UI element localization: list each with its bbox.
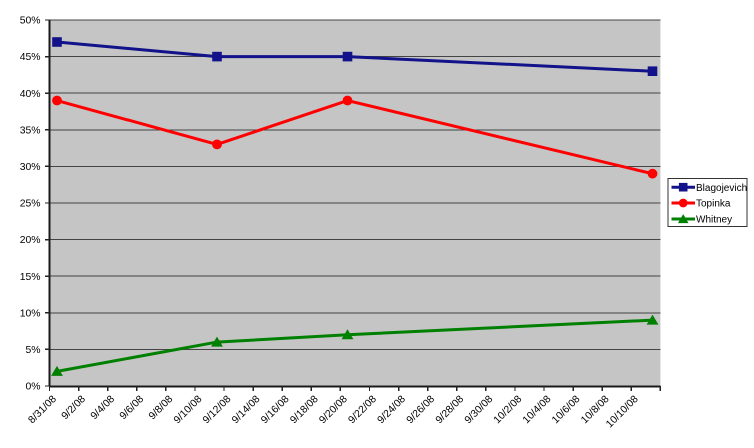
svg-text:5%: 5% [25,345,40,356]
svg-text:25%: 25% [20,199,41,210]
svg-text:0%: 0% [25,382,40,393]
svg-text:40%: 40% [20,89,41,100]
svg-text:20%: 20% [20,235,41,246]
svg-text:Topinka: Topinka [696,199,731,210]
svg-text:15%: 15% [20,272,41,283]
svg-text:Whitney: Whitney [696,215,732,226]
svg-text:35%: 35% [20,125,41,136]
svg-text:45%: 45% [20,52,41,63]
svg-text:Blagojevich: Blagojevich [696,183,747,194]
svg-text:30%: 30% [20,162,41,173]
svg-text:10%: 10% [20,308,41,319]
svg-text:50%: 50% [20,16,41,27]
